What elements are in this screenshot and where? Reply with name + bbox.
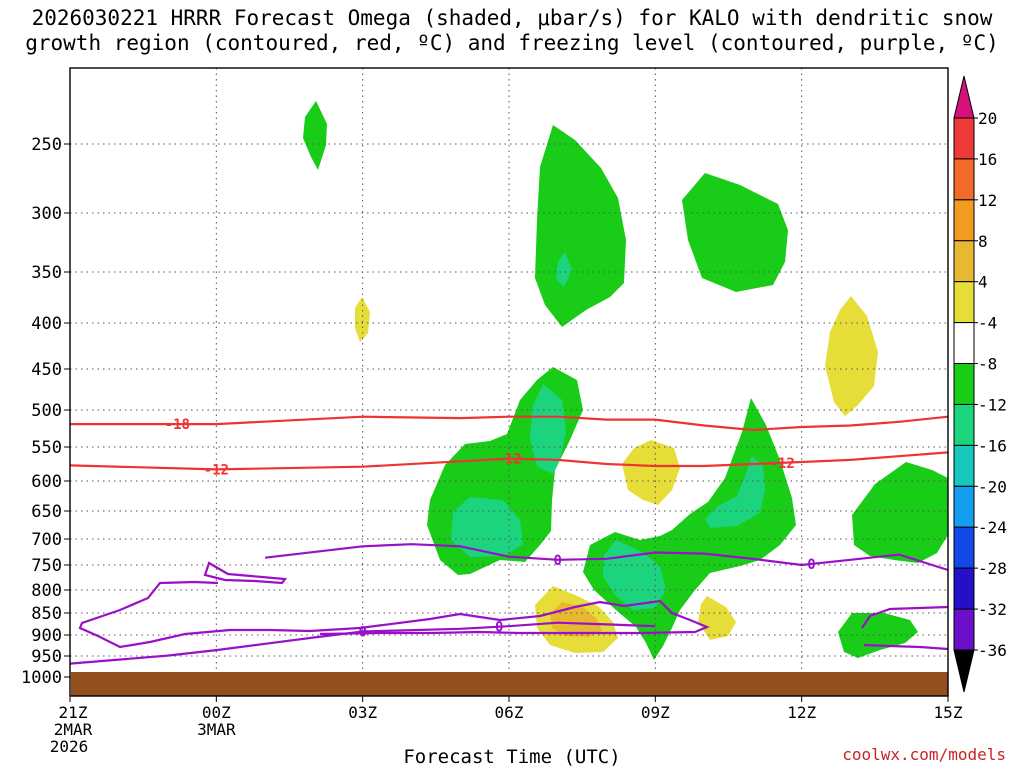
y-axis-ticks: 2503003504004505005506006507007508008509… xyxy=(21,135,70,688)
x-tick-label: 21Z xyxy=(59,703,88,722)
omega-region-green xyxy=(838,613,918,658)
colorbar-label: -28 xyxy=(978,559,1007,578)
omega-region-green xyxy=(682,173,788,292)
y-tick-label: 400 xyxy=(31,314,62,334)
colorbar-swatch xyxy=(953,608,975,651)
contour-dgz-18 xyxy=(70,415,949,432)
colorbar-swatch xyxy=(953,485,975,528)
colorbar-label: -20 xyxy=(978,477,1007,496)
y-tick-label: 450 xyxy=(31,360,62,380)
colorbar-swatch xyxy=(953,567,975,610)
x-tick-year: 2026 xyxy=(50,737,89,756)
y-tick-label: 300 xyxy=(31,204,62,224)
omega-region-teal xyxy=(556,252,572,287)
omega-region-yellow xyxy=(698,596,736,640)
colorbar-label: -16 xyxy=(978,436,1007,455)
freezing-level-loop xyxy=(861,605,949,651)
colorbar-swatch xyxy=(953,526,975,569)
omega-region-teal xyxy=(705,456,765,528)
colorbar-label: -12 xyxy=(978,395,1007,414)
chart-title-line2: growth region (contoured, red, ºC) and f… xyxy=(25,31,999,55)
colorbar-label: 16 xyxy=(978,150,997,169)
colorbar-label: 12 xyxy=(978,191,997,210)
omega-region-yellow xyxy=(355,297,370,342)
contour-label: -12 xyxy=(770,456,795,472)
colorbar: 20 16 12 8 4 -4 -8 -12 -16 -20 -24 -28 -32 -36 xyxy=(953,75,1007,693)
omega-region-green xyxy=(303,101,327,170)
ground-layer xyxy=(71,672,948,696)
y-tick-label: 600 xyxy=(31,472,62,492)
colorbar-swatch xyxy=(953,158,975,201)
y-tick-label: 250 xyxy=(31,135,62,155)
contour-label: -12 xyxy=(496,452,521,468)
contour-label: -12 xyxy=(204,462,229,478)
omega-shading xyxy=(303,101,948,660)
colorbar-swatch xyxy=(953,240,975,283)
contour-label: -18 xyxy=(165,417,190,433)
contour-label: 0 xyxy=(358,624,366,640)
y-tick-label: 650 xyxy=(31,502,62,522)
y-tick-label: 950 xyxy=(31,647,62,667)
y-tick-label: 900 xyxy=(31,626,62,646)
contour-freezing-upper xyxy=(264,543,949,572)
y-tick-label: 700 xyxy=(31,530,62,550)
colorbar-label: 4 xyxy=(978,273,988,292)
omega-region-yellow xyxy=(622,440,680,505)
x-tick-date: 2MAR xyxy=(54,720,93,739)
y-tick-label: 1000 xyxy=(21,668,62,688)
y-tick-label: 550 xyxy=(31,438,62,458)
x-tick-date: 3MAR xyxy=(197,720,236,739)
x-tick-label: 15Z xyxy=(934,703,963,722)
contour-freezing-lower xyxy=(69,621,656,665)
colorbar-swatch xyxy=(953,444,975,487)
omega-region-teal xyxy=(451,497,523,557)
x-tick-label: 06Z xyxy=(495,703,524,722)
colorbar-label: 20 xyxy=(978,109,997,128)
y-tick-label: 850 xyxy=(31,604,62,624)
x-tick-label: 09Z xyxy=(641,703,670,722)
colorbar-label: -8 xyxy=(978,355,997,374)
contour-label: 0 xyxy=(807,557,815,573)
x-tick-label: 03Z xyxy=(348,703,377,722)
contour-label: 0 xyxy=(495,620,503,636)
omega-region-teal xyxy=(530,384,566,474)
omega-region-yellow xyxy=(825,296,878,416)
contour-dgz-12 xyxy=(69,451,949,471)
colorbar-swatch xyxy=(953,403,975,446)
x-tick-label: 12Z xyxy=(787,703,816,722)
chart-title-line1: 2026030221 HRRR Forecast Omega (shaded, … xyxy=(31,6,993,30)
credit-text: coolwx.com/models xyxy=(842,745,1006,764)
colorbar-swatch xyxy=(953,281,975,324)
omega-region-green xyxy=(852,462,948,563)
freezing-level-loop xyxy=(203,561,288,585)
x-axis-title: Forecast Time (UTC) xyxy=(403,746,621,768)
y-tick-label: 800 xyxy=(31,581,62,601)
y-tick-label: 500 xyxy=(31,401,62,421)
contour-label: 0 xyxy=(554,553,562,569)
omega-region-green xyxy=(535,125,626,327)
colorbar-label: 8 xyxy=(978,232,988,251)
contour-labels: -18 -12 -12 -12 0 0 0 0 xyxy=(165,417,816,640)
gridlines xyxy=(70,68,948,696)
freezing-level-loop xyxy=(78,580,710,649)
colorbar-label: -4 xyxy=(978,314,997,333)
colorbar-swatch xyxy=(953,363,975,405)
colorbar-label: -32 xyxy=(978,600,1007,619)
colorbar-label: -36 xyxy=(978,641,1007,660)
colorbar-label: -24 xyxy=(978,518,1007,537)
contour-lines xyxy=(69,415,949,665)
colorbar-top-arrow xyxy=(953,75,975,119)
y-tick-label: 750 xyxy=(31,556,62,576)
colorbar-swatch xyxy=(953,199,975,242)
x-tick-label: 00Z xyxy=(202,703,231,722)
colorbar-bottom-arrow xyxy=(953,649,975,693)
colorbar-swatch xyxy=(953,117,975,160)
colorbar-swatch xyxy=(953,322,975,365)
y-tick-label: 350 xyxy=(31,263,62,283)
